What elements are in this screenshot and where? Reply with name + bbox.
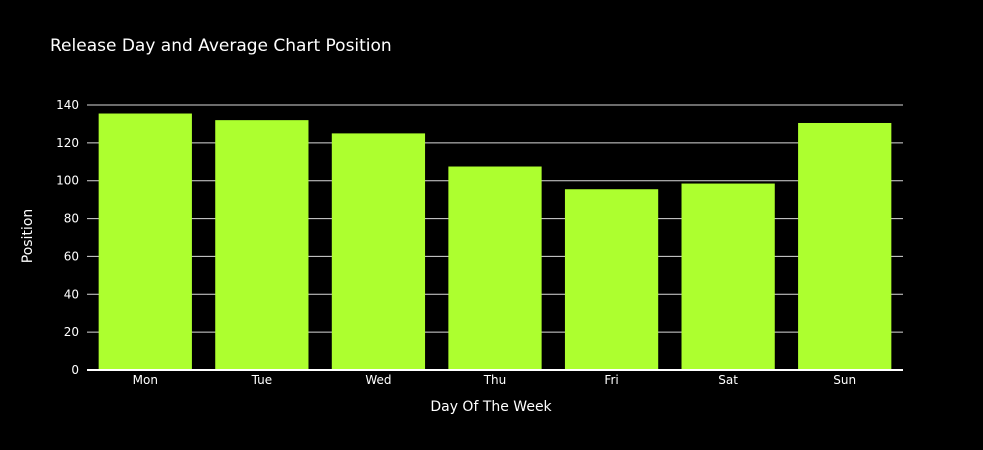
- y-tick-label: 120: [56, 136, 79, 150]
- x-tick-label: Mon: [133, 373, 158, 387]
- bar-fri: [564, 189, 659, 370]
- x-tick-label: Tue: [251, 373, 273, 387]
- y-tick-label: 140: [56, 98, 79, 112]
- y-tick-label: 80: [64, 212, 79, 226]
- y-tick-label: 0: [71, 363, 79, 377]
- bar-sun: [798, 122, 892, 370]
- bar-thu: [448, 166, 542, 370]
- bar-sat: [681, 183, 775, 370]
- bar-wed: [331, 133, 426, 370]
- x-tick-labels: Mon Tue Wed Thu Fri Sat Sun: [133, 373, 856, 387]
- y-tick-label: 100: [56, 174, 79, 188]
- x-tick-label: Sat: [718, 373, 738, 387]
- x-tick-label: Fri: [604, 373, 618, 387]
- bars: [98, 113, 892, 371]
- x-tick-label: Sun: [833, 373, 856, 387]
- x-tick-label: Wed: [365, 373, 391, 387]
- y-tick-label: 60: [64, 249, 79, 263]
- x-tick-label: Thu: [483, 373, 507, 387]
- bar-tue: [215, 120, 309, 371]
- chart-title: Release Day and Average Chart Position: [50, 36, 392, 56]
- x-axis-title: Day Of The Week: [430, 399, 552, 415]
- y-tick-label: 40: [64, 287, 79, 301]
- bar-mon: [98, 113, 192, 371]
- y-axis-title: Position: [20, 209, 36, 264]
- y-tick-labels: 0 20 40 60 80 100 120 140: [56, 98, 79, 377]
- y-tick-label: 20: [64, 325, 79, 339]
